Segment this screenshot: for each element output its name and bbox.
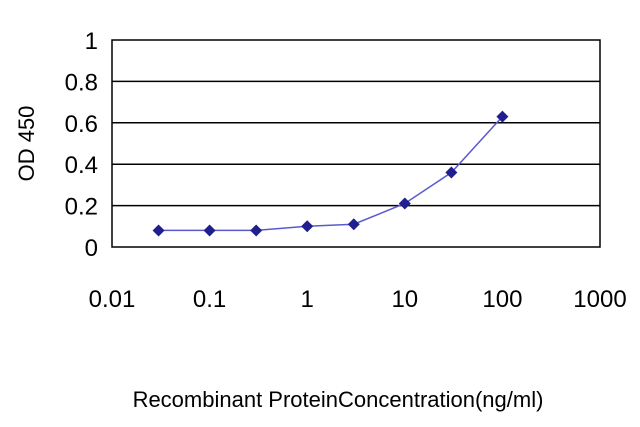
data-point-marker bbox=[152, 224, 165, 237]
data-point-marker bbox=[250, 224, 263, 237]
x-tick-label: 100 bbox=[482, 286, 522, 313]
data-point-marker bbox=[301, 220, 314, 233]
y-tick-label: 1 bbox=[85, 28, 98, 55]
data-point-marker bbox=[398, 197, 411, 210]
data-point-marker bbox=[496, 110, 509, 123]
y-tick-label: 0.4 bbox=[65, 152, 98, 179]
gridlines bbox=[112, 80, 600, 207]
data-point-marker bbox=[347, 218, 360, 231]
data-point-marker bbox=[203, 224, 216, 237]
x-tick-label: 0.1 bbox=[193, 286, 226, 313]
x-tick-label: 10 bbox=[391, 286, 418, 313]
x-tick-label: 0.01 bbox=[89, 286, 136, 313]
y-tick-label: 0.6 bbox=[65, 111, 98, 138]
x-tick-label: 1000 bbox=[573, 286, 626, 313]
y-tick-label: 0 bbox=[85, 235, 98, 262]
x-axis-label: Recombinant ProteinConcentration(ng/ml) bbox=[133, 387, 544, 412]
y-axis-label: OD 450 bbox=[14, 106, 39, 182]
x-axis-ticks: 0.01 0.1 1 10 100 1000 bbox=[89, 286, 627, 313]
y-axis-ticks: 0 0.2 0.4 0.6 0.8 1 bbox=[65, 28, 98, 262]
series-line bbox=[158, 116, 503, 232]
y-tick-label: 0.8 bbox=[65, 69, 98, 96]
x-tick-label: 1 bbox=[301, 286, 314, 313]
series-layer bbox=[152, 110, 509, 237]
plot-area bbox=[111, 39, 601, 248]
data-point-marker bbox=[445, 166, 458, 179]
y-tick-label: 0.2 bbox=[65, 194, 98, 221]
